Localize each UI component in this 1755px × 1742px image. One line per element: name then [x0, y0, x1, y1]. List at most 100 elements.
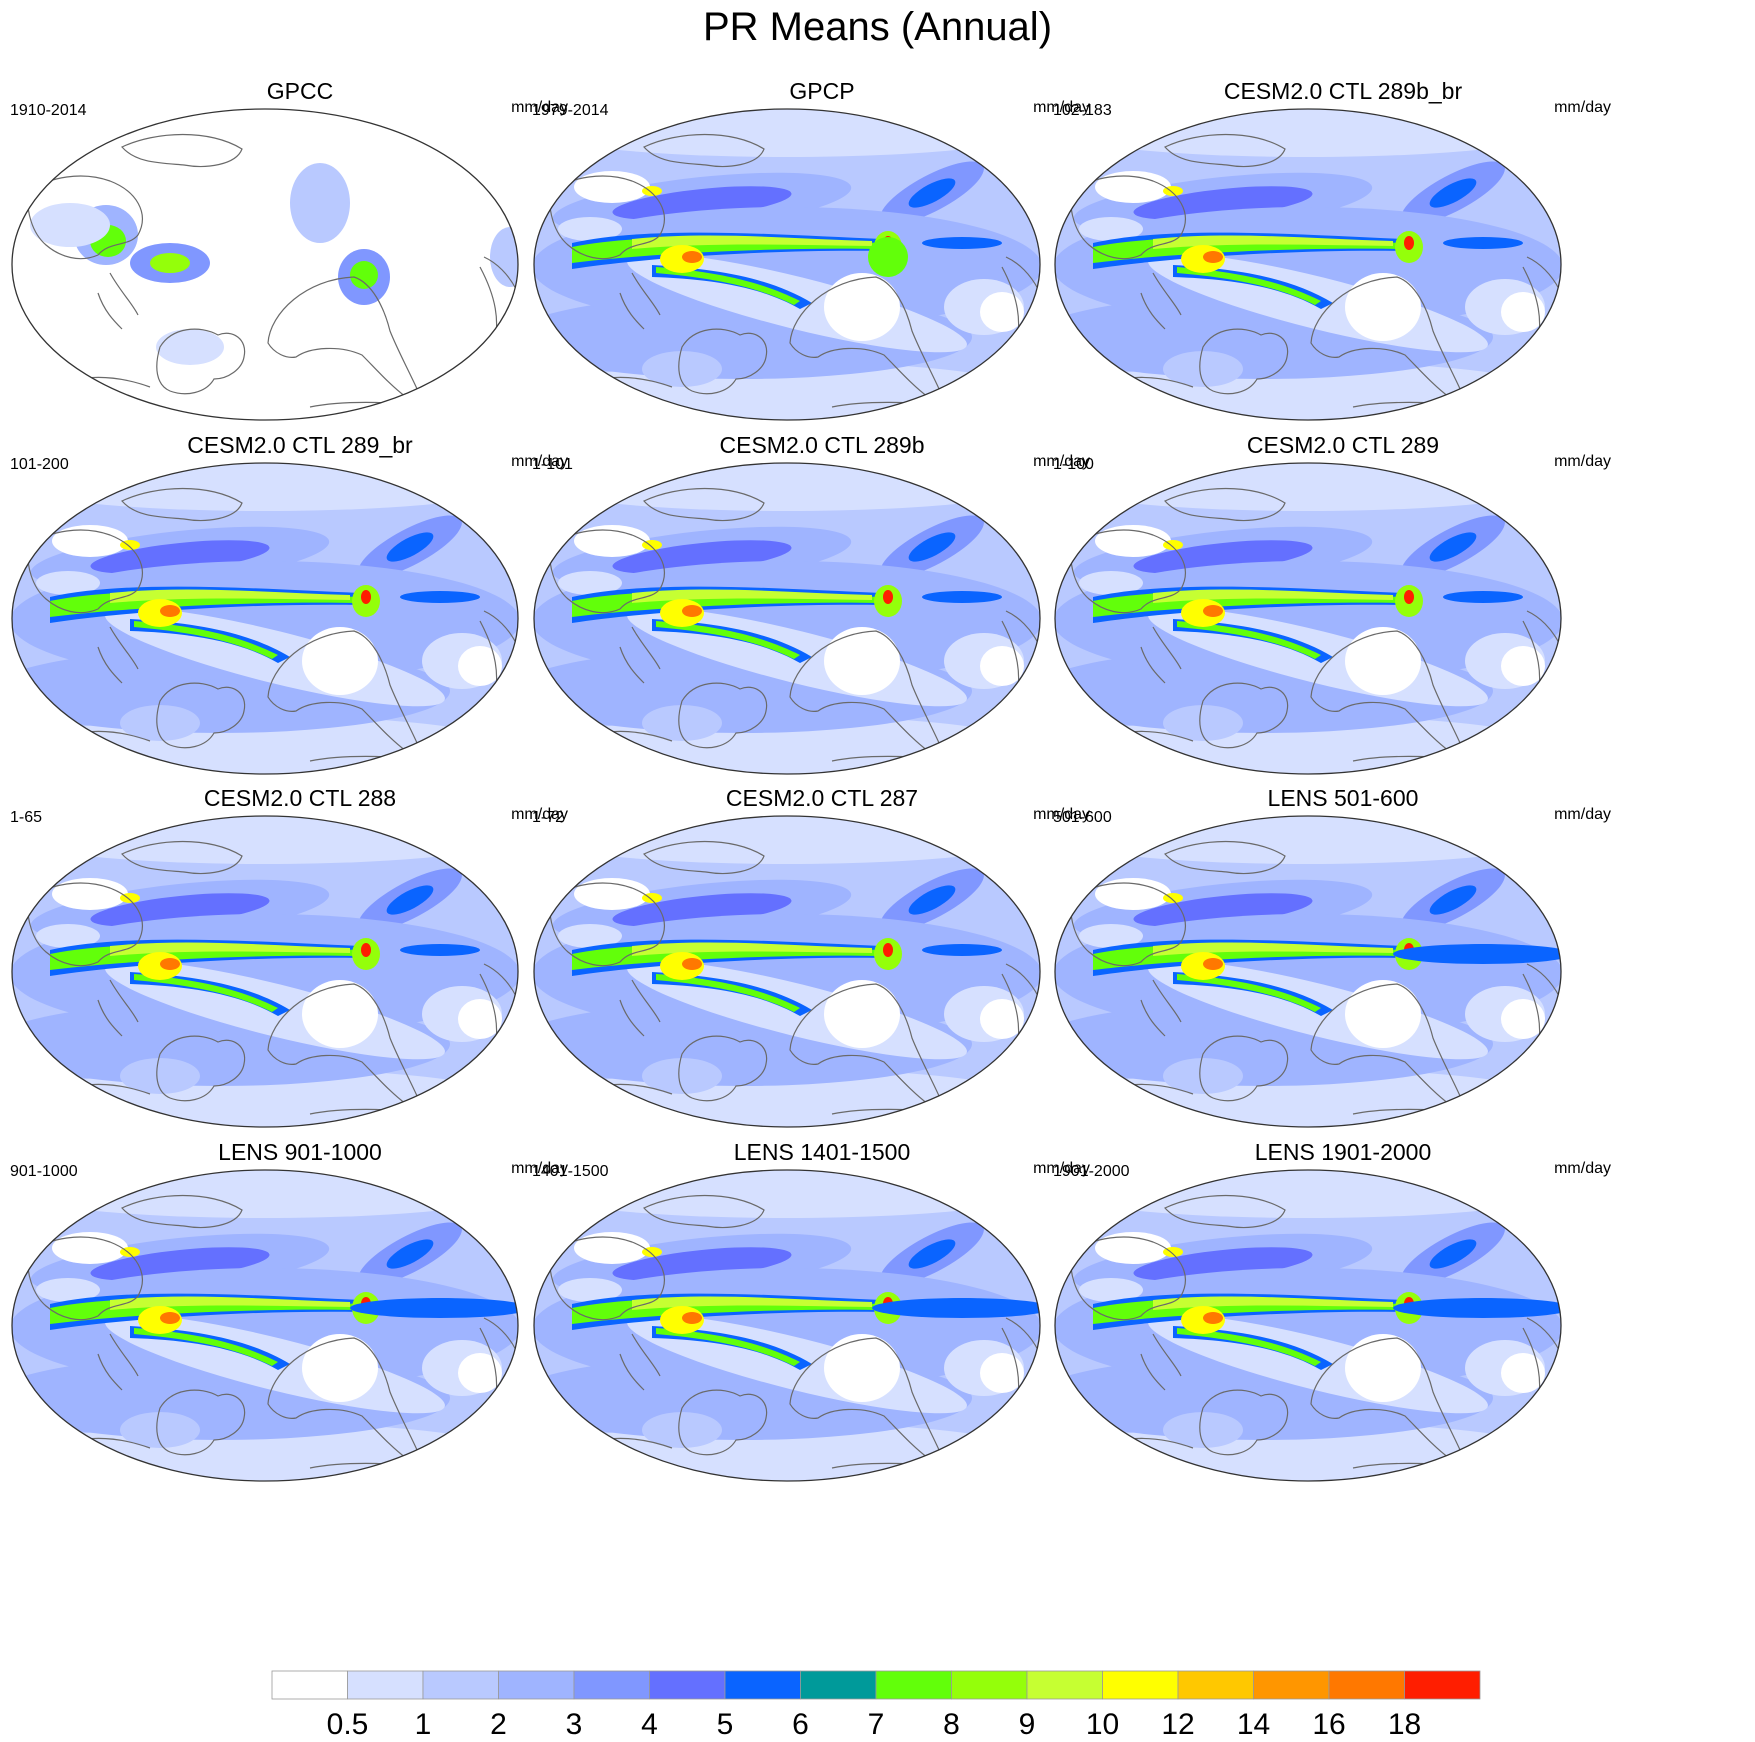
map-panel: LENS 501-600 501-600 mm/day: [1053, 785, 1633, 1184]
colorbar-label: 7: [868, 1708, 885, 1740]
colorbar-label: 18: [1388, 1708, 1421, 1740]
se-atlantic-desert: [980, 1353, 1024, 1393]
polar-band-north: [1055, 816, 1561, 864]
atlantic-itcz: [922, 237, 1002, 249]
colorbar-label: 14: [1237, 1708, 1270, 1740]
pacific-storm-core: [1133, 186, 1313, 220]
coastline: [678, 1035, 768, 1102]
se-pacific-desert: [302, 627, 378, 695]
coastline: [789, 276, 941, 420]
panel-period: 1-65: [10, 809, 43, 826]
maritime-continent-peak: [1203, 251, 1223, 263]
coastline: [549, 529, 665, 614]
se-atlantic-desert: [1501, 292, 1545, 332]
central-asia-desert: [574, 1232, 650, 1264]
panel-period: 901-1000: [10, 1163, 78, 1180]
polar-band-north: [534, 1170, 1040, 1218]
coastline: [267, 276, 419, 420]
atlantic-storm-core: [1429, 532, 1477, 562]
pacific-storm-core: [612, 540, 792, 574]
panel-title: GPCC: [266, 78, 334, 104]
panel-title: LENS 901-1000: [218, 1139, 382, 1165]
polar-band-north: [534, 463, 1040, 511]
colorbar-swatch: [1328, 1670, 1405, 1700]
pacific-storm-core: [90, 1247, 270, 1281]
se-pacific-desert: [1345, 627, 1421, 695]
map-border: [11, 108, 519, 421]
itcz-core: [110, 942, 350, 956]
atlantic-storm-core: [908, 532, 956, 562]
colorbar-label: 1: [415, 1708, 432, 1740]
robinson-map: [11, 1169, 519, 1482]
precip-field: [534, 463, 1040, 774]
colorbar-label: 0.5: [327, 1708, 369, 1740]
map-panel: CESM2.0 CTL 288 1-65 mm/day: [10, 785, 590, 1184]
polar-band-south: [534, 1069, 1040, 1127]
spcz: [134, 621, 278, 659]
colorbar-label: 5: [717, 1708, 734, 1740]
polar-band-south: [534, 716, 1040, 774]
atlantic-storm-core: [386, 885, 434, 915]
itcz-core: [1153, 1296, 1393, 1310]
se-pacific-desert: [824, 980, 900, 1048]
polar-band-south: [12, 1423, 518, 1481]
se-atlantic-desert: [1501, 1353, 1545, 1393]
itcz-core: [110, 589, 350, 603]
spcz: [1177, 974, 1321, 1012]
se-pacific-desert: [824, 627, 900, 695]
se-atlantic-desert: [458, 1353, 502, 1393]
pacific-storm-core: [1133, 1247, 1313, 1281]
atlantic-itcz: [922, 944, 1002, 956]
coastline: [97, 1333, 139, 1391]
atlantic-itcz: [1443, 591, 1523, 603]
panama-peak: [1404, 590, 1414, 604]
colorbar-swatch: [1253, 1670, 1330, 1700]
itcz-core: [632, 235, 872, 249]
australia-dry: [642, 1412, 722, 1448]
central-asia-desert: [1095, 525, 1171, 557]
map-border: [533, 462, 1041, 775]
panel-period: 501-600: [1053, 809, 1112, 826]
spcz: [656, 974, 800, 1012]
map-panel: LENS 1901-2000 1901-2000 mm/day: [1053, 1139, 1633, 1538]
robinson-map: [1054, 815, 1562, 1128]
sahara-desert: [1079, 924, 1143, 948]
coastline: [1199, 682, 1289, 749]
coastline: [1070, 175, 1186, 260]
pacific-storm-core: [1133, 893, 1313, 927]
maritime-continent-peak: [160, 605, 180, 617]
pacific-storm-core: [1133, 540, 1313, 574]
colorbar-label: 10: [1086, 1708, 1119, 1740]
colorbar-swatch: [1404, 1670, 1481, 1700]
panel-units: mm/day: [1554, 806, 1611, 823]
polar-band-south: [534, 1423, 1040, 1481]
map-panel: GPCC 1910-2014 mm/day: [10, 78, 590, 477]
coastline: [121, 840, 243, 875]
central-asia-desert: [574, 878, 650, 910]
se-atlantic-desert: [458, 646, 502, 686]
coastline: [156, 1035, 246, 1102]
map-border: [533, 815, 1041, 1128]
atlantic-storm-core: [908, 1239, 956, 1269]
coastline: [156, 328, 246, 395]
se-pacific-desert: [1345, 980, 1421, 1048]
panel-period: 1-72: [532, 809, 565, 826]
colorbar-label: 3: [566, 1708, 583, 1740]
map-panel: CESM2.0 CTL 289_br 101-200 mm/day: [10, 432, 590, 831]
australia-dry: [1163, 705, 1243, 741]
panama-peak: [361, 943, 371, 957]
colorbar-label: 4: [641, 1708, 658, 1740]
map-panel: CESM2.0 CTL 289b 1-101 mm/day: [532, 432, 1112, 831]
maritime-continent-peak: [1203, 605, 1223, 617]
coastline: [121, 133, 243, 168]
central-asia-desert: [574, 171, 650, 203]
sahara-desert: [558, 924, 622, 948]
robinson-map: [533, 462, 1041, 775]
precip-field: [534, 816, 1040, 1127]
panel-period: 1979-2014: [532, 102, 609, 119]
maritime-continent-peak: [160, 1312, 180, 1324]
colorbar-swatch: [875, 1670, 952, 1700]
polar-band-north: [1055, 1170, 1561, 1218]
precip-field: [12, 816, 518, 1127]
coastline: [1310, 630, 1462, 774]
